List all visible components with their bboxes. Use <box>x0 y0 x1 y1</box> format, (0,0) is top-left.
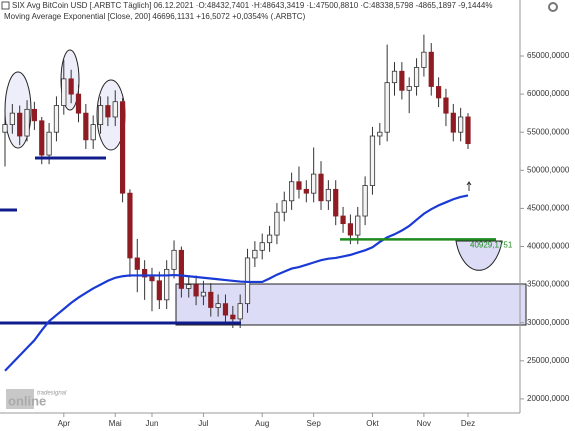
candle-body <box>149 276 155 282</box>
candle-body <box>178 249 184 289</box>
candle-body <box>399 70 405 91</box>
y-tick-label: 60000,0000 <box>527 89 570 98</box>
candle-body <box>39 120 45 156</box>
x-tick-label: Okt <box>366 419 379 428</box>
candle-body <box>237 303 243 320</box>
candle-body <box>193 284 199 297</box>
candle-body <box>347 223 354 236</box>
candle-body <box>289 181 295 202</box>
candle-body <box>333 188 339 217</box>
x-tick-label: Nov <box>417 419 431 428</box>
half-ellipse-drawing <box>455 240 503 271</box>
x-tick-label: Mai <box>109 419 122 428</box>
candle-body <box>296 181 302 190</box>
candle-body <box>413 67 420 87</box>
candle-body <box>274 211 280 236</box>
candle-body <box>252 249 258 259</box>
y-tick-label: 65000,0000 <box>527 51 570 60</box>
y-tick-label: 25000,0000 <box>527 356 570 365</box>
x-tick-label: Jun <box>146 419 159 428</box>
candle-body <box>2 124 8 133</box>
candle-body <box>112 101 118 118</box>
candle-body <box>24 108 30 137</box>
candle-body <box>318 173 324 202</box>
logo-box <box>6 389 34 409</box>
candle-body <box>406 86 412 91</box>
logo-text: tradesignal <box>37 391 67 397</box>
candle-body <box>200 291 207 297</box>
candle-body <box>428 51 434 87</box>
y-tick-label: 40000,0000 <box>527 242 570 251</box>
candle-body <box>142 268 148 278</box>
y-tick-label: 20000,0000 <box>527 394 570 403</box>
box-drawing <box>175 283 527 326</box>
candle-body <box>443 97 449 114</box>
candle-body <box>384 82 390 133</box>
x-tick-label: Apr <box>58 419 71 428</box>
x-tick-label: Aug <box>255 419 269 428</box>
arrow <box>466 181 472 191</box>
settings-icon[interactable] <box>548 2 558 12</box>
candles <box>2 34 471 329</box>
candle-body <box>9 112 15 125</box>
candle-body <box>435 86 442 99</box>
candle-body <box>105 105 111 118</box>
candle-body <box>362 185 368 217</box>
candle-body <box>369 135 376 186</box>
candle-body <box>208 291 214 308</box>
x-tick-label: Sep <box>307 419 322 428</box>
candle-body <box>46 131 52 156</box>
candle-body <box>311 173 317 194</box>
candle-body <box>119 101 126 194</box>
candle-body <box>450 112 456 133</box>
moving-average-line <box>4 194 469 372</box>
candle-body <box>281 200 287 213</box>
candle-body <box>17 112 23 137</box>
y-tick-label: 30000,0000 <box>527 318 570 327</box>
candle-body <box>222 303 229 316</box>
candle-body <box>61 78 67 106</box>
candle-body <box>171 249 177 270</box>
x-tick-label: Dez <box>461 419 475 428</box>
candle-body <box>215 303 221 308</box>
candle-body <box>465 116 471 145</box>
candle-body <box>325 188 331 202</box>
indicator-title: Moving Average Exponential [Close, 200] … <box>4 12 306 21</box>
candle-body <box>83 112 89 141</box>
candle-body <box>186 284 192 289</box>
candle-body <box>127 192 133 259</box>
drawings-front: 40929,1751 <box>0 156 513 372</box>
candle-body <box>75 93 82 114</box>
candle-body <box>68 78 74 95</box>
candle-body <box>53 105 60 133</box>
logo-text: online <box>8 393 46 408</box>
chart-title: SIX Avg BitCoin USD [.ARBTC Täglich] 06.… <box>12 1 492 10</box>
y-tick-label: 45000,0000 <box>527 204 570 213</box>
candle-body <box>340 215 346 225</box>
candle-body <box>266 234 273 244</box>
logo: tradesignal online <box>6 389 67 409</box>
candle-body <box>377 131 383 137</box>
candle-body <box>458 116 464 133</box>
candle-body <box>230 314 236 320</box>
candle-body <box>391 70 398 84</box>
x-tick-label: Jul <box>198 419 208 428</box>
candle-body <box>355 215 361 236</box>
chart-icon <box>1 1 10 10</box>
y-tick-label: 35000,0000 <box>527 280 570 289</box>
candle-body <box>90 124 96 141</box>
candle-body <box>31 108 38 122</box>
candle-body <box>156 280 162 301</box>
candle-body <box>97 105 104 125</box>
y-tick-label: 55000,0000 <box>527 127 570 136</box>
candle-body <box>134 257 140 270</box>
candle-body <box>421 51 427 68</box>
candle-body <box>164 268 170 301</box>
level-label: 40929,1751 <box>470 241 513 250</box>
candle-body <box>303 188 309 194</box>
candle-body <box>259 242 265 251</box>
y-tick-label: 50000,0000 <box>527 165 570 174</box>
